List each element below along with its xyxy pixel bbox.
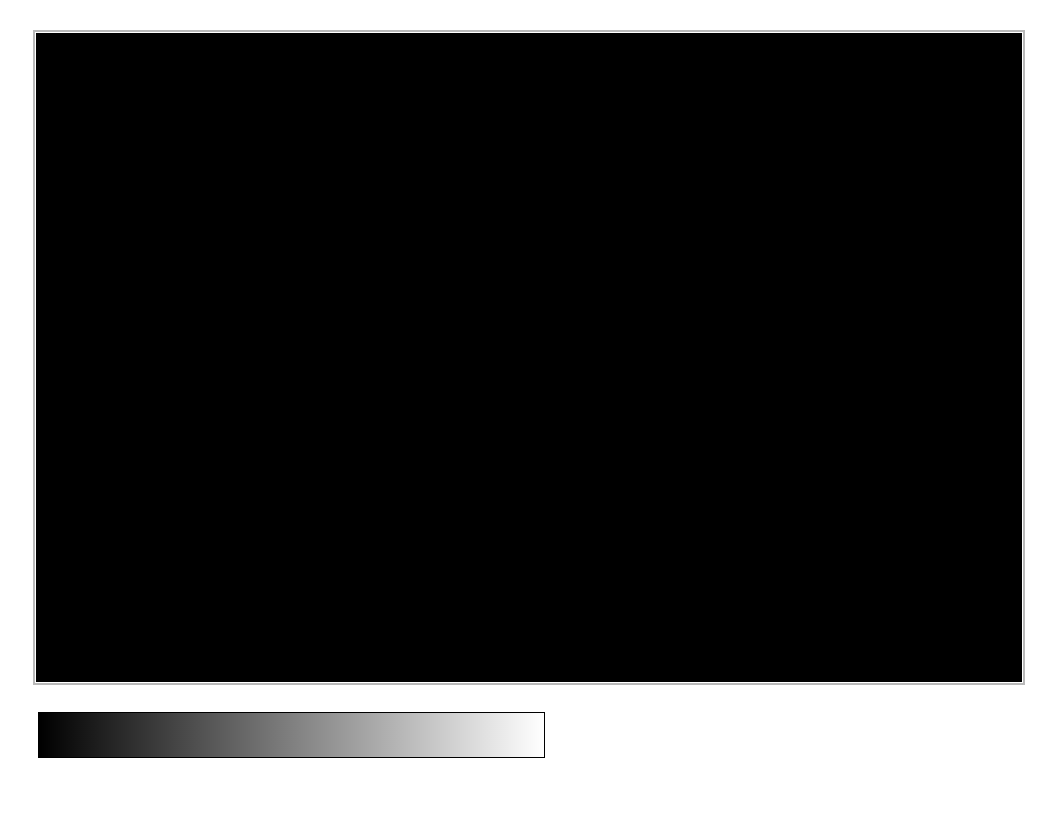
map-plot-area[interactable] (36, 33, 1022, 682)
colorbar (38, 712, 545, 758)
map-canvas (36, 33, 1022, 682)
